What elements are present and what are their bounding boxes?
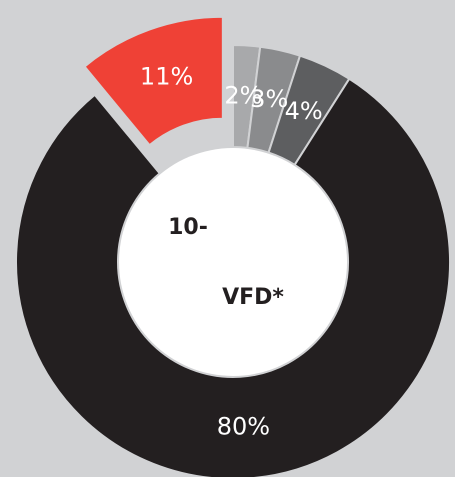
center-label: 10- [168,215,208,240]
slice-label: 80% [217,413,270,441]
slice-label: 4% [285,97,323,125]
center-label: VFD* [222,285,284,310]
slice-label: 3% [250,85,288,113]
slice [83,15,224,147]
slice-label: 2% [224,81,262,109]
slice [15,77,451,477]
donut-hole [119,148,347,376]
slice-label: 11% [140,63,193,91]
